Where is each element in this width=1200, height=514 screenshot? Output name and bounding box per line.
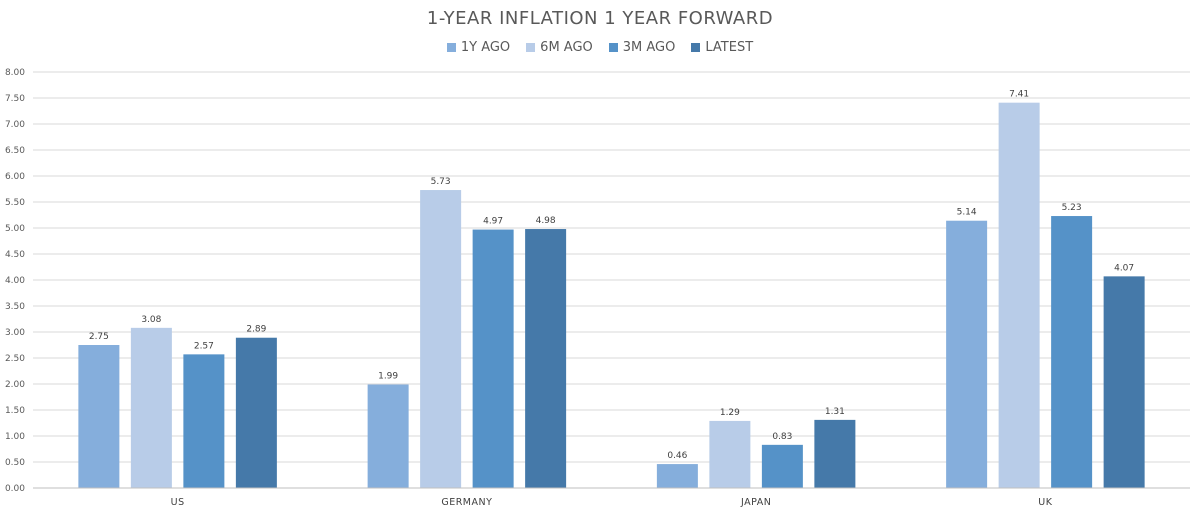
data-label: 4.98 [536,216,556,226]
bar-japan-3m-ago [761,444,803,488]
legend-label: 6M AGO [540,40,593,55]
legend-swatch [526,43,536,52]
legend-label: LATEST [705,40,754,55]
bar-japan-latest [814,419,856,488]
bar-us-6m-ago [130,327,172,488]
gridlines [33,71,1190,463]
data-label: 1.99 [378,372,398,382]
x-tick-label: US [171,497,185,508]
data-label: 5.23 [1062,203,1082,213]
y-tick-label: 1.50 [5,406,25,416]
data-labels: 2.75 3.08 2.57 2.89 1.99 5.73 4.97 4.98 0.46 1.29… [89,90,1134,461]
data-label: 2.89 [246,325,266,335]
data-label: 2.57 [194,341,214,351]
bar-germany-6m-ago [420,190,462,489]
x-tick-label: GERMANY [441,497,492,508]
bar-japan-6m-ago [709,420,751,488]
bar-uk-3m-ago [1051,216,1093,489]
data-label: 5.73 [431,177,451,187]
bar-uk-latest [1103,276,1145,488]
y-tick-label: 6.00 [5,172,25,182]
y-tick-label: 6.50 [5,146,25,156]
data-label: 4.07 [1114,263,1134,273]
bar-us-3m-ago [183,354,225,488]
y-tick-label: 4.50 [5,250,25,260]
y-tick-label: 5.00 [5,224,25,234]
chart-title: 1-YEAR INFLATION 1 YEAR FORWARD [426,8,774,29]
data-label: 0.83 [772,432,792,442]
bar-germany-1y-ago [367,384,409,488]
x-axis-labels: US GERMANY JAPAN UK [171,497,1053,508]
legend-item: 6M AGO [526,40,593,55]
bar-germany-3m-ago [472,229,514,488]
legend-label: 3M AGO [622,40,676,55]
data-label: 4.97 [483,217,503,227]
data-label: 0.46 [667,451,687,461]
data-label: 1.29 [720,408,740,418]
legend-swatch [691,43,701,52]
data-label: 3.08 [141,315,161,325]
bar-us-1y-ago [78,345,120,488]
data-label: 7.41 [1009,90,1029,100]
data-label: 2.75 [89,332,109,342]
legend-swatch [608,43,618,52]
x-tick-label: JAPAN [740,497,771,508]
bar-us-latest [235,337,277,488]
legend-item: 3M AGO [608,40,676,55]
y-tick-label: 4.00 [5,276,25,286]
legend-label: 1Y AGO [460,40,511,55]
y-tick-label: 2.50 [5,354,25,364]
x-tick-label: UK [1038,497,1052,508]
bar-germany-latest [525,229,567,489]
legend-item: LATEST [691,40,753,55]
data-label: 1.31 [825,407,845,417]
legend: 1Y AGO 6M AGO 3M AGO LATEST [0,40,1200,55]
y-tick-label: 5.50 [5,198,25,208]
legend-swatch [446,43,456,52]
y-tick-label: 7.50 [5,94,25,104]
bars [78,102,1145,489]
y-tick-label: 0.50 [5,458,25,468]
y-tick-label: 3.00 [5,328,25,338]
data-label: 5.14 [957,208,977,218]
y-tick-label: 2.00 [5,380,25,390]
y-axis-ticks: 0.00 0.50 1.00 1.50 2.00 2.50 3.00 3.50 4.00 4.50… [5,68,25,494]
y-tick-label: 7.00 [5,120,25,130]
y-tick-label: 3.50 [5,302,25,312]
y-tick-label: 0.00 [5,484,25,494]
bar-uk-1y-ago [946,220,988,488]
legend-item: 1Y AGO [446,40,511,55]
y-tick-label: 8.00 [5,68,25,78]
bar-uk-6m-ago [998,102,1040,489]
bar-japan-1y-ago [656,464,698,488]
y-tick-label: 1.00 [5,432,25,442]
